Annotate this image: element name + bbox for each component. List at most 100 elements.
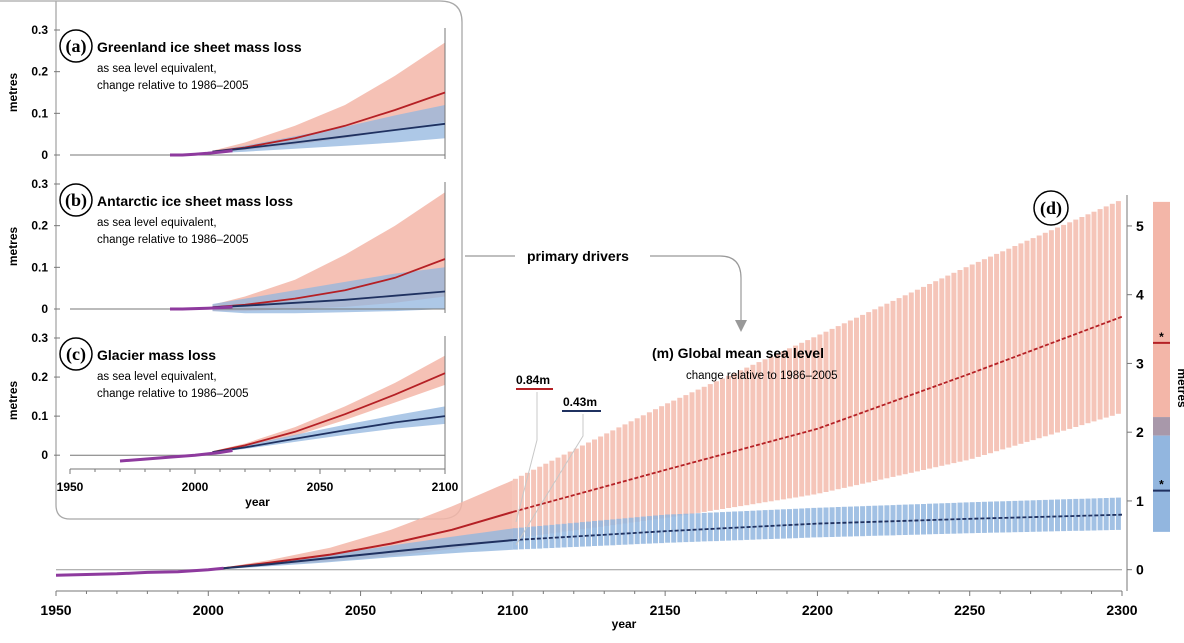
uncertainty-stripe-high (933, 281, 939, 468)
uncertainty-stripe-low (586, 521, 591, 547)
panel-title: Glacier mass loss (97, 347, 216, 363)
uncertainty-stripe-high (549, 460, 555, 534)
uncertainty-stripe-high (720, 378, 725, 509)
uncertainty-stripe-low (914, 504, 920, 535)
uncertainty-stripe-low (1018, 500, 1024, 533)
uncertainty-band-low (212, 105, 445, 154)
uncertainty-stripe-low (1048, 499, 1054, 532)
uncertainty-stripe-high (561, 454, 567, 532)
uncertainty-stripe-low (707, 512, 713, 542)
uncertainty-stripe-high (592, 439, 597, 528)
uncertainty-stripe-low (653, 515, 658, 544)
range-bar-star-high: * (1159, 330, 1164, 344)
uncertainty-stripe-low (683, 513, 689, 543)
value-callouts: 0.84m 0.43m (515, 373, 601, 546)
y-tick-label: 0.1 (31, 106, 48, 120)
uncertainty-stripe-high (1042, 232, 1048, 437)
range-bar-overlap (1153, 417, 1170, 436)
uncertainty-stripe-low (1109, 497, 1115, 530)
panel-subtitle: change relative to 1986–2005 (97, 80, 249, 92)
value-label-low: 0.43m (563, 395, 597, 409)
uncertainty-stripe-high (768, 356, 774, 502)
uncertainty-stripe-high (969, 264, 975, 459)
uncertainty-stripe-low (732, 511, 738, 541)
connector-arrowhead (735, 320, 747, 332)
y-tick-label: 0.1 (31, 260, 48, 274)
uncertainty-stripe-high (847, 320, 853, 487)
uncertainty-stripe-low (975, 502, 981, 533)
uncertainty-stripe-high (646, 412, 652, 521)
uncertainty-stripe-high (537, 466, 543, 535)
uncertainty-stripe-high (616, 427, 622, 525)
observed-record-line (55, 566, 224, 577)
observed-record-line (170, 149, 233, 157)
uncertainty-stripe-low (774, 509, 780, 539)
x-tick-label: 2050 (345, 602, 376, 618)
uncertainty-stripe-high (835, 326, 841, 490)
uncertainty-stripe-high (683, 395, 689, 515)
uncertainty-stripe-low (1061, 499, 1067, 532)
panel-b-antarctic: 0 0.1 0.2 0.3 metres (b) Antarctic ice sheet m… (6, 177, 446, 316)
median-line-low (212, 415, 446, 453)
y-tick-label: 3 (1136, 355, 1144, 371)
y-tick-label: 0 (41, 448, 48, 462)
uncertainty-stripe-high (1103, 206, 1109, 418)
uncertainty-stripe-high (659, 406, 665, 519)
uncertainty-stripe-high (890, 300, 896, 477)
leader-line-high (515, 392, 538, 523)
panel-subtitle: change relative to 1986–2005 (97, 234, 249, 246)
y-tick-label: 0.3 (31, 331, 48, 345)
uncertainty-stripe-low (780, 509, 786, 539)
uncertainty-stripe-low (592, 521, 597, 546)
uncertainty-stripe-high (634, 418, 640, 522)
x-tick-label: 2100 (432, 480, 459, 494)
uncertainty-stripe-low (543, 525, 549, 549)
uncertainty-stripe-low (640, 516, 646, 544)
uncertainty-stripe-high (963, 267, 969, 461)
uncertainty-stripe-high (512, 478, 518, 539)
panel-letter-badge (59, 337, 93, 371)
panel-d-global-mean-sea-level: 0 1 2 3 4 5 1950 2000 2050 2100 2150 2200 2250 2300 ye… (40, 190, 1184, 631)
uncertainty-stripe-low (854, 506, 859, 537)
panel-letter-badge (59, 29, 93, 63)
y-tick-label: 0.2 (31, 65, 48, 79)
uncertainty-stripe-low (1030, 500, 1036, 532)
uncertainty-stripe-high (774, 353, 780, 501)
panel-subtitle: as sea level equivalent, (97, 371, 217, 383)
uncertainty-stripe-high (1079, 217, 1085, 426)
uncertainty-stripe-high (586, 442, 591, 529)
y-tick-label: 0 (41, 148, 48, 162)
y-axis-label: metres (6, 72, 20, 112)
range-bar-low (1153, 435, 1170, 532)
median-line-high (223, 510, 514, 570)
uncertainty-stripe-low (1103, 498, 1109, 531)
uncertainty-stripe-low (1006, 501, 1012, 533)
uncertainty-stripe-high (701, 386, 707, 512)
uncertainty-stripe-low (646, 516, 652, 544)
y-tick-label: 0.2 (31, 219, 48, 233)
uncertainty-stripe-high (622, 424, 628, 524)
x-tick-label: 2000 (182, 480, 209, 494)
uncertainty-stripe-high (829, 328, 835, 491)
uncertainty-stripe-low (921, 504, 926, 535)
panel-letter: (c) (66, 344, 86, 365)
panel-letter-badge (1033, 190, 1069, 226)
uncertainty-stripe-high (854, 317, 859, 486)
panel-subtitle: change relative to 1986–2005 (686, 370, 838, 382)
uncertainty-stripe-low (847, 506, 853, 537)
primary-drivers-label: primary drivers (527, 248, 629, 264)
uncertainty-stripe-low (1115, 497, 1121, 530)
uncertainty-band-high (212, 355, 445, 453)
uncertainty-stripe-low (1042, 499, 1048, 532)
uncertainty-stripe-high (695, 389, 701, 513)
uncertainty-stripe-low (561, 523, 567, 548)
uncertainty-stripe-high (573, 448, 579, 531)
uncertainty-stripe-high (750, 364, 756, 505)
range-bar-star-low: * (1159, 478, 1164, 492)
uncertainty-stripe-high (738, 370, 744, 507)
uncertainty-stripe-high (640, 415, 646, 521)
uncertainty-stripe-high (902, 295, 908, 475)
panel-title: Antarctic ice sheet mass loss (97, 193, 293, 209)
uncertainty-stripe-high (787, 348, 792, 499)
uncertainty-stripe-low (598, 520, 604, 546)
